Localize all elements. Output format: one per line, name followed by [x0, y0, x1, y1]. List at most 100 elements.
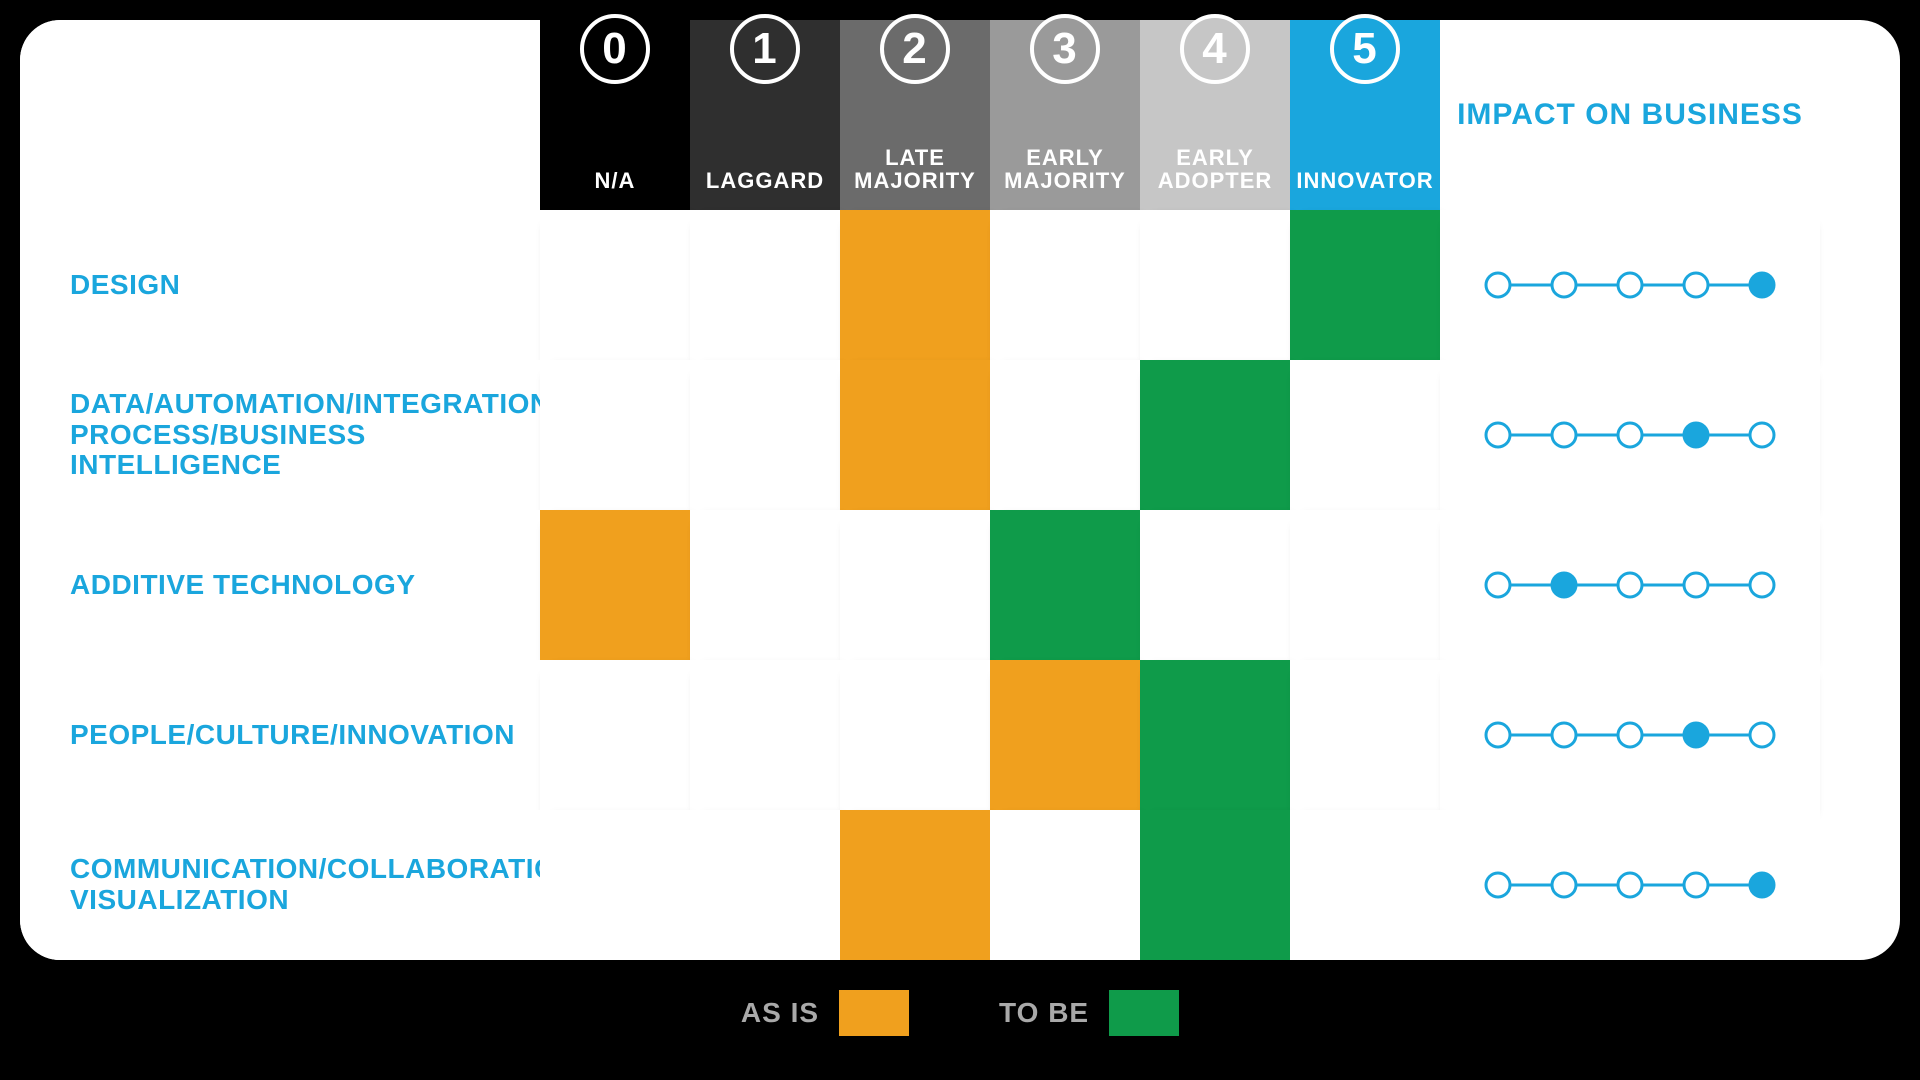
matrix-cell — [990, 210, 1140, 360]
impact-cell — [1440, 210, 1820, 360]
impact-dot — [1486, 873, 1510, 897]
matrix-grid: IMPACT ON BUSINESS 0N/A1LAGGARD2LATEMAJO… — [20, 20, 1900, 960]
legend-swatch — [839, 990, 909, 1036]
header-col-4: 4EARLYADOPTER — [1140, 20, 1290, 210]
impact-header-label: IMPACT ON BUSINESS — [1457, 98, 1803, 132]
matrix-cell — [1290, 360, 1440, 510]
header-col-2: 2LATEMAJORITY — [840, 20, 990, 210]
matrix-cell — [840, 810, 990, 960]
impact-dot — [1684, 573, 1708, 597]
matrix-cell — [990, 660, 1140, 810]
matrix-cell — [1140, 810, 1290, 960]
header-col-label: N/A — [595, 169, 636, 192]
row-label: ADDITIVE TECHNOLOGY — [20, 510, 540, 660]
legend-item: AS IS — [741, 990, 909, 1036]
header-col-label: LAGGARD — [706, 169, 824, 192]
row-label: DATA/AUTOMATION/INTEGRATION/ PROCESS/BUS… — [20, 360, 540, 510]
matrix-cell — [540, 510, 690, 660]
impact-dot — [1486, 573, 1510, 597]
header-badge-2: 2 — [880, 14, 950, 84]
header-col-label: INNOVATOR — [1296, 169, 1433, 192]
matrix-cell — [1140, 360, 1290, 510]
impact-cell — [1440, 810, 1820, 960]
impact-cell — [1440, 660, 1820, 810]
matrix-cell — [690, 510, 840, 660]
matrix-cell — [840, 360, 990, 510]
row-label: COMMUNICATION/COLLABORATION/ VISUALIZATI… — [20, 810, 540, 960]
legend-label: AS IS — [741, 997, 819, 1029]
impact-dot — [1486, 273, 1510, 297]
matrix-cell — [840, 510, 990, 660]
matrix-cell — [1290, 810, 1440, 960]
header-badge-5: 5 — [1330, 14, 1400, 84]
matrix-cell — [1290, 510, 1440, 660]
matrix-cell — [1290, 210, 1440, 360]
matrix-cell — [690, 360, 840, 510]
impact-scale — [1480, 265, 1780, 305]
legend-swatch — [1109, 990, 1179, 1036]
header-col-0: 0N/A — [540, 20, 690, 210]
header-col-1: 1LAGGARD — [690, 20, 840, 210]
legend: AS IS TO BE — [741, 990, 1179, 1036]
impact-dot — [1552, 723, 1576, 747]
matrix-cell — [540, 810, 690, 960]
impact-dot — [1750, 573, 1774, 597]
impact-dot — [1486, 723, 1510, 747]
matrix-cell — [840, 660, 990, 810]
header-badge-1: 1 — [730, 14, 800, 84]
matrix-cell — [1140, 210, 1290, 360]
impact-dot — [1684, 723, 1708, 747]
impact-dot — [1750, 273, 1774, 297]
impact-scale — [1480, 715, 1780, 755]
header-blank — [20, 20, 540, 210]
header-col-3: 3EARLYMAJORITY — [990, 20, 1140, 210]
impact-cell — [1440, 510, 1820, 660]
impact-dot — [1618, 573, 1642, 597]
matrix-cell — [840, 210, 990, 360]
impact-dot — [1684, 423, 1708, 447]
impact-dot — [1552, 423, 1576, 447]
impact-scale — [1480, 865, 1780, 905]
matrix-cell — [990, 810, 1140, 960]
header-badge-4: 4 — [1180, 14, 1250, 84]
impact-dot — [1552, 573, 1576, 597]
impact-dot — [1618, 873, 1642, 897]
impact-dot — [1750, 423, 1774, 447]
legend-label: TO BE — [999, 997, 1089, 1029]
impact-cell — [1440, 360, 1820, 510]
impact-dot — [1618, 423, 1642, 447]
header-col-5: 5INNOVATOR — [1290, 20, 1440, 210]
impact-header: IMPACT ON BUSINESS — [1440, 20, 1820, 210]
matrix-cell — [1290, 660, 1440, 810]
matrix-cell — [990, 510, 1140, 660]
matrix-cell — [1140, 510, 1290, 660]
impact-dot — [1618, 273, 1642, 297]
header-col-label: EARLYADOPTER — [1158, 146, 1273, 192]
legend-item: TO BE — [999, 990, 1179, 1036]
maturity-matrix-panel: IMPACT ON BUSINESS 0N/A1LAGGARD2LATEMAJO… — [20, 20, 1900, 960]
header-badge-3: 3 — [1030, 14, 1100, 84]
impact-scale — [1480, 415, 1780, 455]
impact-dot — [1750, 873, 1774, 897]
matrix-cell — [690, 810, 840, 960]
impact-dot — [1552, 873, 1576, 897]
row-label: DESIGN — [20, 210, 540, 360]
impact-dot — [1486, 423, 1510, 447]
impact-dot — [1618, 723, 1642, 747]
impact-dot — [1684, 273, 1708, 297]
impact-scale — [1480, 565, 1780, 605]
matrix-cell — [990, 360, 1140, 510]
matrix-cell — [1140, 660, 1290, 810]
header-col-label: EARLYMAJORITY — [1004, 146, 1126, 192]
row-label: PEOPLE/CULTURE/INNOVATION — [20, 660, 540, 810]
matrix-cell — [540, 210, 690, 360]
matrix-cell — [540, 360, 690, 510]
header-col-label: LATEMAJORITY — [854, 146, 976, 192]
header-badge-0: 0 — [580, 14, 650, 84]
impact-dot — [1750, 723, 1774, 747]
matrix-cell — [690, 660, 840, 810]
matrix-cell — [690, 210, 840, 360]
matrix-cell — [540, 660, 690, 810]
impact-dot — [1552, 273, 1576, 297]
impact-dot — [1684, 873, 1708, 897]
